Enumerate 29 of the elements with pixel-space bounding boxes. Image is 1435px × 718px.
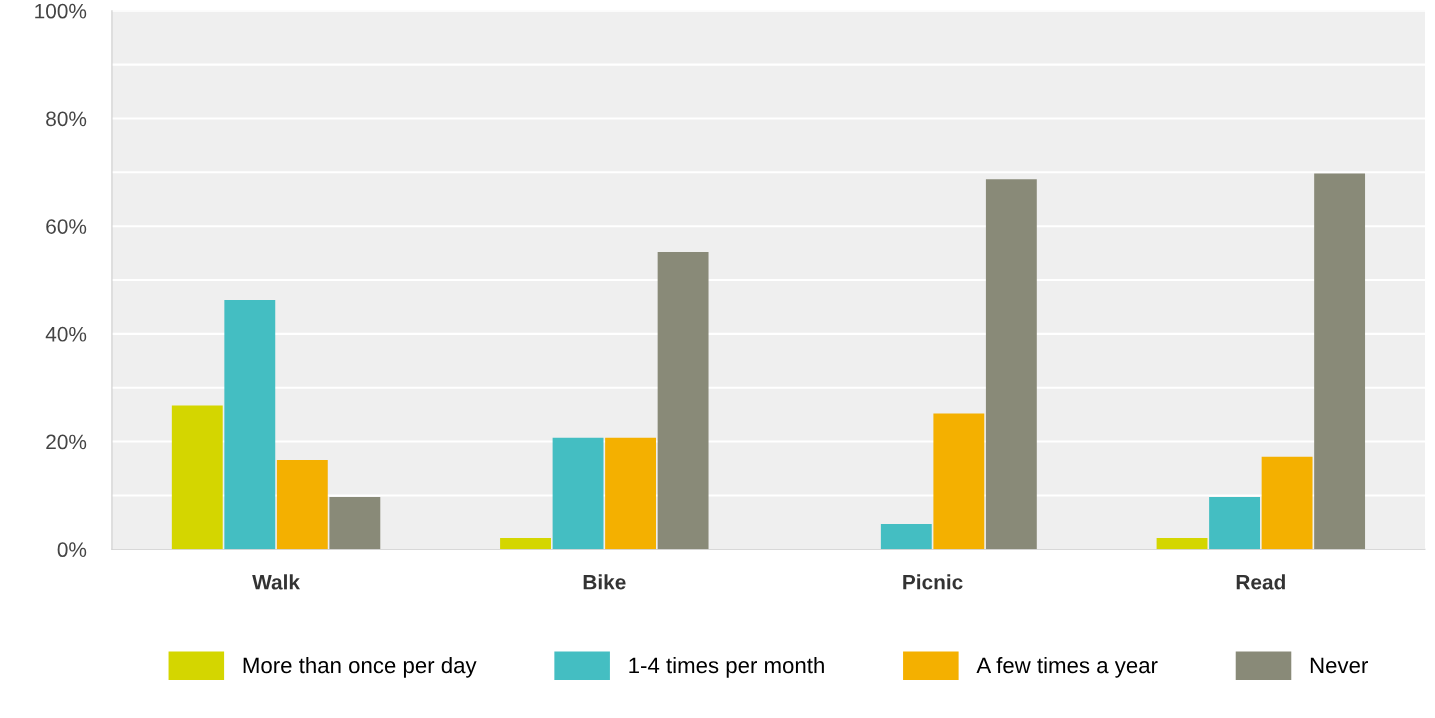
bar xyxy=(171,405,223,550)
y-tick-label: 80% xyxy=(46,111,87,127)
bar xyxy=(329,497,381,550)
bar xyxy=(880,523,932,550)
legend-label: 1-4 times per month xyxy=(629,656,824,678)
legend-label: A few times a year xyxy=(976,656,1158,678)
bar xyxy=(1314,173,1366,550)
bar xyxy=(552,437,604,550)
bar xyxy=(1209,497,1261,550)
x-tick-label: Walk xyxy=(252,574,300,590)
legend-label: More than once per day xyxy=(243,656,477,678)
y-tick-label: 60% xyxy=(46,219,87,234)
bar xyxy=(1156,537,1208,550)
bar xyxy=(276,459,328,550)
y-tick-label: 100% xyxy=(35,3,87,19)
x-tick-label: Bike xyxy=(583,574,626,590)
bar xyxy=(1261,456,1313,550)
bar xyxy=(657,252,709,550)
bar xyxy=(985,179,1037,550)
y-tick-label: 40% xyxy=(45,326,87,342)
x-tick-label: Picnic xyxy=(903,574,963,590)
bar xyxy=(500,537,551,550)
y-tick-label: 0% xyxy=(57,542,87,558)
bar xyxy=(933,413,985,550)
y-tick-label: 20% xyxy=(46,434,87,450)
legend-label: Never xyxy=(1310,657,1368,674)
x-tick-label: Read xyxy=(1236,574,1285,590)
bar xyxy=(605,437,657,550)
bar xyxy=(224,299,276,550)
